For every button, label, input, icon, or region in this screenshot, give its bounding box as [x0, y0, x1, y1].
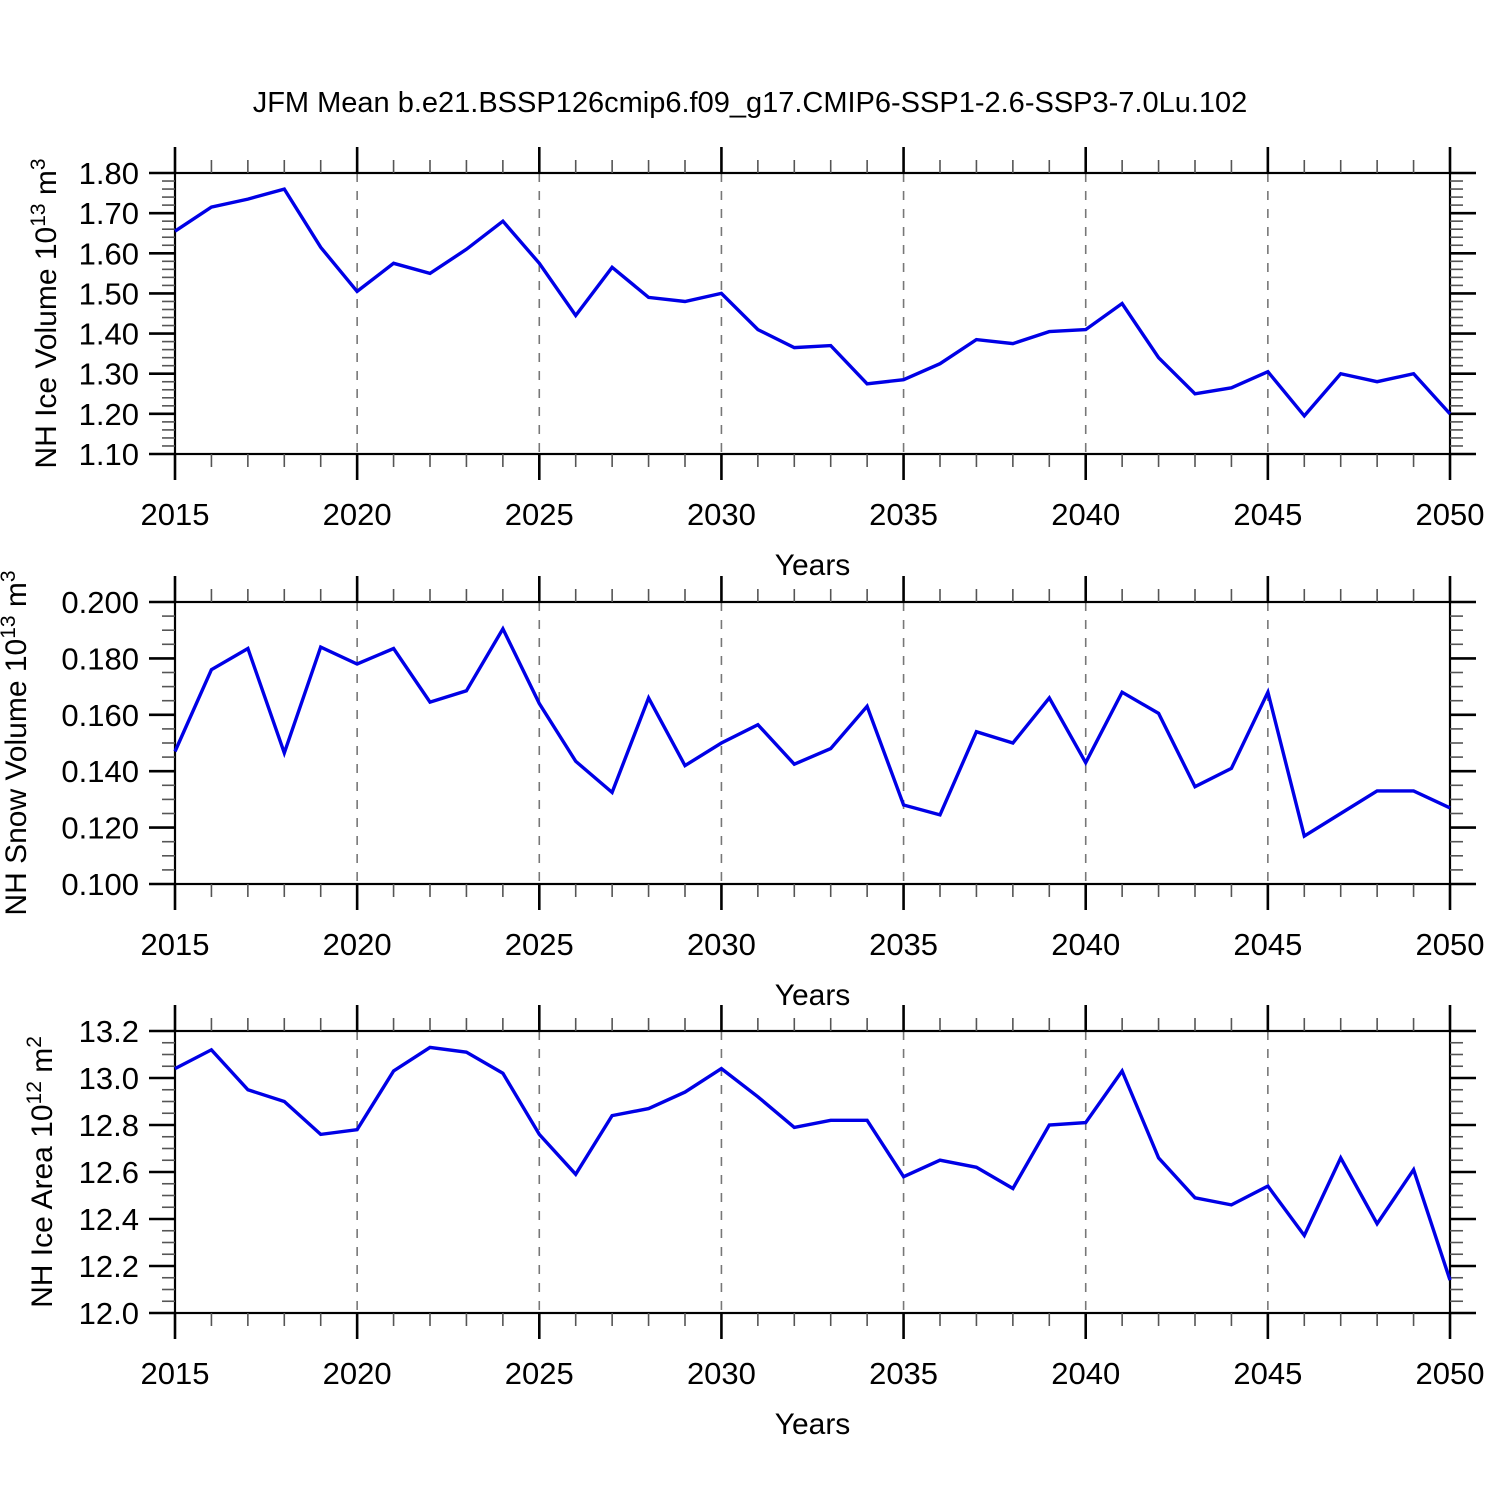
y-tick-label: 0.180	[61, 641, 139, 676]
nh-ice-volume-line	[174, 187, 1452, 419]
y-tick-label: 1.10	[79, 437, 139, 472]
y-ticks	[149, 1029, 1476, 1315]
chart-panel-nh-ice-area: 12.0 12.2 12.4 12.6 12.8 13.0 13.2 2015 2020 2025…	[23, 1005, 1484, 1441]
x-tick-label: 2025	[505, 1356, 574, 1391]
x-tick-label: 2020	[323, 497, 392, 532]
x-tick-label: 2050	[1416, 497, 1485, 532]
vertical-gridlines	[356, 1031, 1269, 1313]
x-tick-label: 2030	[687, 927, 756, 962]
x-ticks	[173, 147, 1452, 480]
x-tick-label: 2040	[1051, 497, 1120, 532]
y-axis-title: NH Ice Volume 1013 m3	[27, 158, 63, 468]
vertical-gridlines	[356, 602, 1269, 884]
nh-ice-area-line	[174, 1045, 1452, 1281]
x-tick-labels: 2015 2020 2025 2030 2035 2040 2045 2050	[141, 1356, 1485, 1391]
vertical-gridlines	[356, 173, 1269, 454]
y-tick-label: 13.2	[79, 1014, 139, 1049]
x-tick-label: 2020	[323, 1356, 392, 1391]
x-tick-label: 2035	[869, 927, 938, 962]
y-tick-labels: 1.10 1.20 1.30 1.40 1.50 1.60 1.70 1.80	[79, 156, 139, 472]
y-tick-label: 1.60	[79, 236, 139, 271]
y-tick-label: 13.0	[79, 1061, 139, 1096]
x-tick-label: 2015	[141, 927, 210, 962]
y-tick-label: 1.70	[79, 196, 139, 231]
y-tick-label: 1.20	[79, 397, 139, 432]
x-tick-label: 2030	[687, 1356, 756, 1391]
y-tick-labels: 12.0 12.2 12.4 12.6 12.8 13.0 13.2	[79, 1014, 139, 1331]
y-tick-label: 12.2	[79, 1249, 139, 1284]
x-tick-labels: 2015 2020 2025 2030 2035 2040 2045 2050	[141, 927, 1485, 962]
x-tick-label: 2050	[1416, 1356, 1485, 1391]
x-tick-label: 2025	[505, 497, 574, 532]
x-ticks	[173, 576, 1452, 910]
x-tick-label: 2015	[141, 497, 210, 532]
plot-frame	[173, 171, 1452, 456]
x-tick-label: 2035	[869, 497, 938, 532]
y-tick-label: 1.80	[79, 156, 139, 191]
charts-group: 1.10 1.20 1.30 1.40 1.50 1.60 1.70 1.80 2015 2020…	[0, 147, 1484, 1441]
y-tick-label: 12.6	[79, 1155, 139, 1190]
y-tick-label: 0.160	[61, 698, 139, 733]
y-tick-label: 12.8	[79, 1108, 139, 1143]
x-tick-label: 2040	[1051, 927, 1120, 962]
x-tick-label: 2030	[687, 497, 756, 532]
y-tick-label: 0.200	[61, 585, 139, 620]
x-axis-title: Years	[775, 979, 851, 1012]
y-tick-label: 12.0	[79, 1296, 139, 1331]
x-tick-label: 2045	[1233, 927, 1302, 962]
x-tick-label: 2035	[869, 1356, 938, 1391]
y-axis-title: NH Snow Volume 1013 m3	[0, 570, 33, 915]
y-ticks	[149, 171, 1476, 456]
x-axis-title: Years	[775, 1408, 851, 1441]
x-tick-label: 2015	[141, 1356, 210, 1391]
x-ticks	[173, 1005, 1452, 1339]
x-tick-label: 2025	[505, 927, 574, 962]
y-tick-label: 1.50	[79, 276, 139, 311]
x-tick-labels: 2015 2020 2025 2030 2035 2040 2045 2050	[141, 497, 1485, 532]
x-tick-label: 2020	[323, 927, 392, 962]
y-tick-label: 0.140	[61, 754, 139, 789]
plot-frame	[173, 600, 1452, 886]
y-tick-label: 1.40	[79, 317, 139, 352]
plot-frame	[173, 1029, 1452, 1315]
y-tick-labels: 0.100 0.120 0.140 0.160 0.180 0.200	[61, 585, 139, 902]
y-tick-label: 1.30	[79, 357, 139, 392]
x-tick-label: 2040	[1051, 1356, 1120, 1391]
y-ticks	[149, 600, 1476, 886]
y-tick-label: 0.100	[61, 867, 139, 902]
y-axis-title: NH Ice Area 1012 m2	[23, 1036, 59, 1308]
figure-title: JFM Mean b.e21.BSSP126cmip6.f09_g17.CMIP…	[253, 87, 1248, 119]
nh-snow-volume-line	[173, 625, 1451, 839]
y-tick-label: 12.4	[79, 1202, 139, 1237]
chart-panel-nh-ice-volume: 1.10 1.20 1.30 1.40 1.50 1.60 1.70 1.80 2015 2020…	[27, 147, 1484, 582]
x-tick-label: 2050	[1416, 927, 1485, 962]
x-tick-label: 2045	[1233, 497, 1302, 532]
x-tick-label: 2045	[1233, 1356, 1302, 1391]
x-axis-title: Years	[775, 549, 851, 582]
y-tick-label: 0.120	[61, 811, 139, 846]
